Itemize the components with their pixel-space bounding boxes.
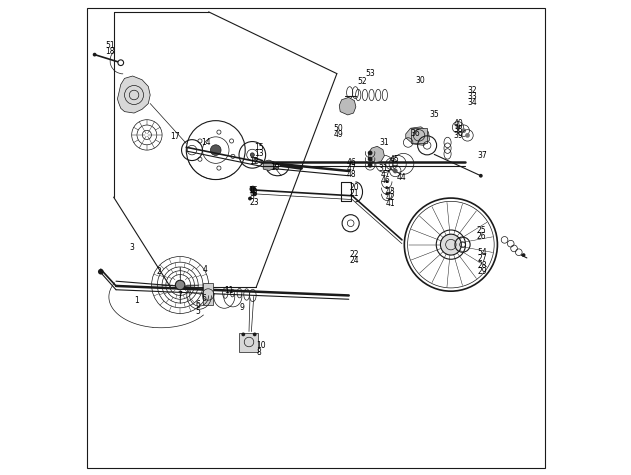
Circle shape — [249, 186, 256, 192]
Text: 21: 21 — [350, 190, 359, 198]
Text: 12: 12 — [249, 157, 259, 166]
Text: 23: 23 — [250, 198, 259, 207]
Text: 53: 53 — [365, 69, 375, 78]
Text: 11: 11 — [224, 286, 234, 295]
Text: 2: 2 — [156, 267, 161, 276]
Text: 48: 48 — [346, 171, 356, 179]
Text: 20: 20 — [350, 183, 359, 192]
Text: 32: 32 — [468, 86, 477, 95]
Text: 18: 18 — [105, 47, 115, 56]
Circle shape — [386, 192, 388, 195]
Polygon shape — [117, 76, 150, 113]
Text: 42: 42 — [386, 193, 396, 202]
Text: 24: 24 — [350, 256, 359, 265]
Text: 22: 22 — [350, 250, 359, 258]
Text: 34: 34 — [468, 98, 477, 107]
Text: 29: 29 — [477, 267, 487, 276]
Text: 39: 39 — [453, 132, 463, 140]
Circle shape — [393, 169, 398, 173]
Text: 31: 31 — [380, 138, 389, 147]
Text: 30: 30 — [415, 76, 425, 85]
Text: 37: 37 — [477, 152, 487, 160]
Text: 13: 13 — [255, 149, 264, 158]
Circle shape — [522, 253, 526, 257]
Circle shape — [386, 180, 388, 183]
Circle shape — [175, 280, 185, 290]
Text: 46: 46 — [381, 177, 391, 185]
Text: 25: 25 — [476, 226, 486, 235]
Text: 38: 38 — [453, 125, 463, 134]
Text: 19: 19 — [270, 163, 280, 171]
Bar — [203, 283, 213, 305]
Circle shape — [248, 197, 252, 200]
Circle shape — [465, 133, 470, 138]
Text: 10: 10 — [256, 342, 266, 350]
Polygon shape — [369, 146, 384, 162]
Text: 51: 51 — [105, 41, 115, 49]
Bar — [240, 332, 259, 352]
Circle shape — [253, 332, 257, 336]
Circle shape — [98, 269, 103, 275]
Text: 4: 4 — [203, 266, 208, 274]
Text: 6: 6 — [196, 301, 201, 309]
Bar — [411, 128, 427, 142]
Text: 7: 7 — [178, 291, 182, 300]
Text: 9: 9 — [240, 304, 244, 312]
Circle shape — [118, 60, 124, 66]
Circle shape — [251, 153, 254, 157]
Polygon shape — [263, 160, 275, 171]
Circle shape — [93, 53, 97, 57]
Circle shape — [211, 145, 221, 155]
Text: 1: 1 — [134, 296, 139, 304]
Circle shape — [386, 186, 388, 189]
Text: 26: 26 — [476, 232, 486, 241]
Text: 43: 43 — [386, 187, 396, 196]
Text: 33: 33 — [468, 92, 477, 101]
Text: 5: 5 — [196, 307, 201, 315]
Text: 52: 52 — [357, 77, 367, 86]
Text: 16: 16 — [248, 187, 257, 195]
Text: 47: 47 — [346, 164, 356, 173]
Text: 40: 40 — [453, 119, 463, 128]
Text: 3: 3 — [129, 244, 134, 252]
Circle shape — [440, 234, 461, 255]
Circle shape — [456, 125, 461, 130]
Text: 50: 50 — [334, 124, 343, 133]
Text: 54: 54 — [477, 248, 487, 257]
Circle shape — [252, 191, 257, 196]
Circle shape — [368, 157, 372, 162]
Polygon shape — [339, 97, 356, 115]
Text: 31: 31 — [378, 164, 388, 173]
Circle shape — [479, 174, 483, 178]
Polygon shape — [406, 127, 430, 145]
Text: 47: 47 — [381, 171, 391, 179]
Text: 28: 28 — [477, 261, 487, 269]
Circle shape — [368, 163, 372, 168]
Text: 41: 41 — [386, 200, 396, 208]
Text: 49: 49 — [334, 130, 343, 139]
Text: 27: 27 — [477, 255, 487, 263]
Text: 36: 36 — [411, 129, 420, 137]
Text: 35: 35 — [430, 111, 439, 119]
Text: 45: 45 — [389, 155, 399, 163]
Text: 6: 6 — [201, 294, 206, 303]
Text: 17: 17 — [170, 133, 180, 141]
Text: 14: 14 — [201, 138, 211, 147]
Text: 46: 46 — [346, 158, 356, 167]
Text: 44: 44 — [396, 173, 406, 181]
Circle shape — [368, 151, 372, 155]
Text: 8: 8 — [250, 192, 255, 201]
Text: 8: 8 — [256, 348, 261, 357]
Circle shape — [242, 332, 245, 336]
Circle shape — [461, 128, 466, 133]
Text: 15: 15 — [255, 143, 264, 152]
